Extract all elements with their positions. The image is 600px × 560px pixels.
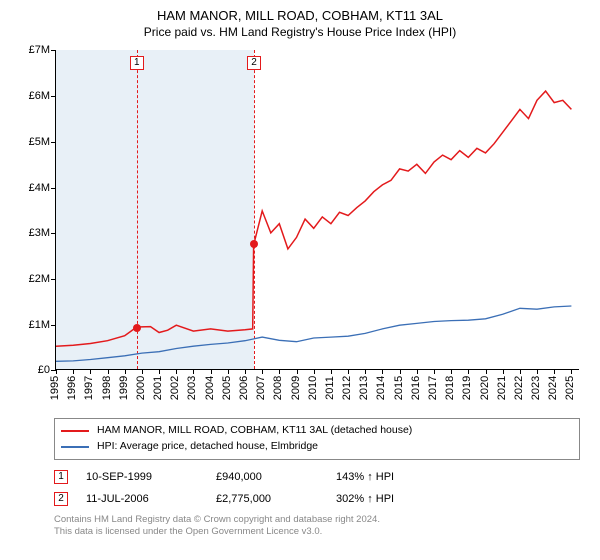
footer-attribution: Contains HM Land Registry data © Crown c…	[54, 514, 580, 539]
transaction-row-1: 1 10-SEP-1999 £940,000 143% ↑ HPI	[54, 466, 580, 488]
x-axis-label: 2004	[204, 376, 216, 400]
y-axis-label: £3M	[10, 227, 50, 239]
x-axis-label: 1999	[118, 376, 130, 400]
x-axis-label: 2023	[530, 376, 542, 400]
transaction-date-1: 10-SEP-1999	[86, 471, 216, 483]
legend-row-hpi: HPI: Average price, detached house, Elmb…	[61, 439, 573, 455]
transaction-row-2: 2 11-JUL-2006 £2,775,000 302% ↑ HPI	[54, 488, 580, 510]
x-axis-label: 2016	[410, 376, 422, 400]
x-axis-label: 1996	[66, 376, 78, 400]
transaction-dot-1	[133, 324, 141, 332]
x-axis-label: 2015	[393, 376, 405, 400]
x-axis-label: 2007	[255, 376, 267, 400]
footer-line-1: Contains HM Land Registry data © Crown c…	[54, 514, 580, 526]
transaction-pct-1: 143% ↑ HPI	[336, 471, 580, 483]
y-axis-label: £2M	[10, 273, 50, 285]
x-axis-label: 2011	[324, 377, 336, 401]
x-axis-label: 1997	[83, 376, 95, 400]
legend-row-property: HAM MANOR, MILL ROAD, COBHAM, KT11 3AL (…	[61, 423, 573, 439]
chart-area: 12 £0 £1M £2M £3M £4M £5M £6M £7M 1995 1996 1997 19…	[10, 44, 590, 414]
series-line-hpi	[56, 306, 571, 361]
legend-label-property: HAM MANOR, MILL ROAD, COBHAM, KT11 3AL (…	[97, 423, 412, 439]
x-axis-label: 2013	[358, 376, 370, 400]
x-axis-label: 2017	[427, 376, 439, 400]
legend-box: HAM MANOR, MILL ROAD, COBHAM, KT11 3AL (…	[54, 418, 580, 460]
x-axis-label: 2006	[238, 376, 250, 400]
x-axis-label: 2001	[152, 376, 164, 400]
transaction-price-1: £940,000	[216, 471, 336, 483]
x-axis-label: 2024	[547, 376, 559, 400]
x-axis-label: 2025	[564, 376, 576, 400]
transaction-marker-1: 1	[54, 470, 68, 484]
x-axis-label: 1995	[49, 376, 61, 400]
x-axis-label: 2000	[135, 376, 147, 400]
transaction-marker-2: 2	[54, 492, 68, 506]
series-line-property	[56, 92, 571, 347]
y-axis-label: £1M	[10, 319, 50, 331]
legend-swatch-property	[61, 430, 89, 432]
transactions-table: 1 10-SEP-1999 £940,000 143% ↑ HPI 2 11-J…	[54, 466, 580, 510]
y-axis-label: £5M	[10, 136, 50, 148]
chart-title: HAM MANOR, MILL ROAD, COBHAM, KT11 3AL	[10, 8, 590, 25]
x-axis-label: 2021	[496, 376, 508, 400]
x-axis-label: 2002	[169, 376, 181, 400]
chart-container: HAM MANOR, MILL ROAD, COBHAM, KT11 3AL P…	[0, 0, 600, 560]
x-axis-label: 2008	[272, 376, 284, 400]
transaction-dot-2	[250, 240, 258, 248]
footer-line-2: This data is licensed under the Open Gov…	[54, 526, 580, 538]
transaction-date-2: 11-JUL-2006	[86, 493, 216, 505]
series-svg	[56, 50, 580, 370]
y-axis-label: £7M	[10, 44, 50, 56]
legend-label-hpi: HPI: Average price, detached house, Elmb…	[97, 439, 318, 455]
x-axis-label: 2019	[461, 376, 473, 400]
x-axis-label: 2005	[221, 376, 233, 400]
x-axis-label: 2022	[513, 376, 525, 400]
plot-region: 12	[55, 50, 579, 370]
chart-subtitle: Price paid vs. HM Land Registry's House …	[10, 25, 590, 41]
x-axis-label: 2012	[341, 376, 353, 400]
y-axis-label: £6M	[10, 90, 50, 102]
x-axis-label: 1998	[101, 376, 113, 400]
x-axis-label: 2018	[444, 376, 456, 400]
y-axis-label: £0	[10, 364, 50, 376]
x-axis-label: 2020	[479, 376, 491, 400]
transaction-price-2: £2,775,000	[216, 493, 336, 505]
x-axis-label: 2009	[290, 376, 302, 400]
x-axis-label: 2014	[375, 376, 387, 400]
x-axis-label: 2010	[307, 376, 319, 400]
transaction-pct-2: 302% ↑ HPI	[336, 493, 580, 505]
y-axis-label: £4M	[10, 182, 50, 194]
x-axis-label: 2003	[186, 376, 198, 400]
legend-swatch-hpi	[61, 446, 89, 448]
